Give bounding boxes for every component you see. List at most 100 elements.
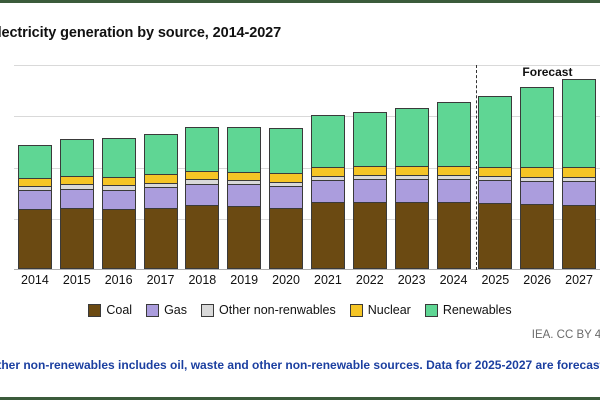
x-axis-tick-label: 2016 [104,273,133,287]
bar-segment [185,179,220,184]
bar-group[interactable] [436,102,471,269]
bar-group[interactable] [59,139,94,269]
legend-swatch [201,303,215,317]
x-axis-labels: 2014 2015 2016 2017 2018 2019 2020 2021 2022 2023… [14,273,600,291]
x-axis-tick-label: 2021 [314,273,342,287]
bar-segment [562,166,597,177]
bar-group[interactable] [185,127,220,269]
legend-label: Renewables [442,303,512,317]
bar-segment [478,95,513,167]
bar-segment [101,176,136,186]
bar-segment [562,176,597,182]
legend-swatch [146,303,160,317]
page-title: Electricity generation by source, 2014-2… [0,25,282,41]
bar-segment [143,207,178,269]
bar-segment [310,175,345,181]
x-axis-tick-label: 2024 [439,273,468,287]
bar-segment [227,127,262,172]
bar-segment [59,184,94,189]
legend-swatch [349,303,363,317]
legend-item[interactable]: Other non-renwables [201,303,336,317]
bar-segment [17,186,52,191]
legend-item[interactable]: Coal [88,303,132,317]
bar-group[interactable] [17,145,52,269]
bar-segment [394,179,429,203]
bar-segment [562,79,597,167]
bar-segment [101,209,136,269]
bar-segment [352,201,387,269]
bar-segment [185,204,220,269]
bar-segment [227,180,262,185]
bar-segment [17,209,52,269]
bar-segment [436,202,471,269]
legend-swatch [424,303,438,317]
gridline [14,167,600,169]
bar-group[interactable] [562,79,597,269]
legend: Coal Gas Other non-renwables Nuclear Renewab… [0,303,600,317]
bar-segment [520,87,555,167]
bar-segment [101,189,136,210]
x-axis-tick-label: 2020 [272,273,300,287]
legend-label: Other non-renwables [219,303,336,317]
bar-group[interactable] [269,128,304,269]
bar-segment [227,205,262,269]
x-axis-tick-label: 2023 [397,273,426,287]
bar-group[interactable] [352,111,387,269]
bar-segment [185,183,220,205]
bar-segment [143,187,178,208]
bar-segment [436,102,471,166]
bar-segment [59,188,94,208]
bar-segment [562,181,597,205]
bar-segment [101,137,136,177]
bar-segment [227,184,262,206]
plot-area: Forecast [14,65,600,270]
bar-segment [394,202,429,269]
x-axis-tick-label: 2017 [146,273,175,287]
x-axis-tick-label: 2027 [565,273,593,287]
bar-segment [478,180,513,204]
bar-segment [185,127,220,171]
bar-group[interactable] [143,134,178,269]
bar-segment [520,166,555,177]
bar-segment [269,186,304,208]
bar-group[interactable] [310,115,345,269]
x-axis-tick-label: 2025 [481,273,510,287]
bar-group[interactable] [101,137,136,269]
bar-segment [436,175,471,180]
bar-group[interactable] [394,107,429,269]
bar-segment [59,207,94,269]
bar-segment [436,165,471,176]
forecast-divider [476,65,478,270]
legend-label: Nuclear [367,303,411,317]
bar-group[interactable] [520,87,555,269]
bar-segment [17,177,52,187]
legend-item[interactable]: Renewables [424,303,512,317]
x-axis-tick-label: 2014 [21,273,49,287]
bar-segment [185,170,220,180]
x-axis-tick-label: 2022 [355,273,384,287]
legend-item[interactable]: Gas [146,303,187,317]
bar-group[interactable] [478,95,513,269]
gridline [14,65,600,66]
bar-segment [269,128,304,174]
bar-segment [520,204,555,269]
x-axis-line [14,269,600,270]
legend-swatch [88,303,102,317]
bar-group[interactable] [227,127,262,269]
bar-segment [436,179,471,203]
bar-segment [520,176,555,182]
bar-segment [17,145,52,178]
bar-segment [227,171,262,181]
bar-segment [352,175,387,180]
bar-segment [143,174,178,183]
bar-segment [101,185,136,190]
x-axis-tick-label: 2015 [62,273,91,287]
bar-segment [143,182,178,187]
x-axis-tick-label: 2019 [230,273,259,287]
footnote-text: Other non-renewables includes oil, waste… [0,358,600,372]
bar-segment [394,165,429,176]
bar-segment [478,166,513,176]
legend-label: Coal [106,303,133,317]
legend-item[interactable]: Nuclear [349,303,411,317]
